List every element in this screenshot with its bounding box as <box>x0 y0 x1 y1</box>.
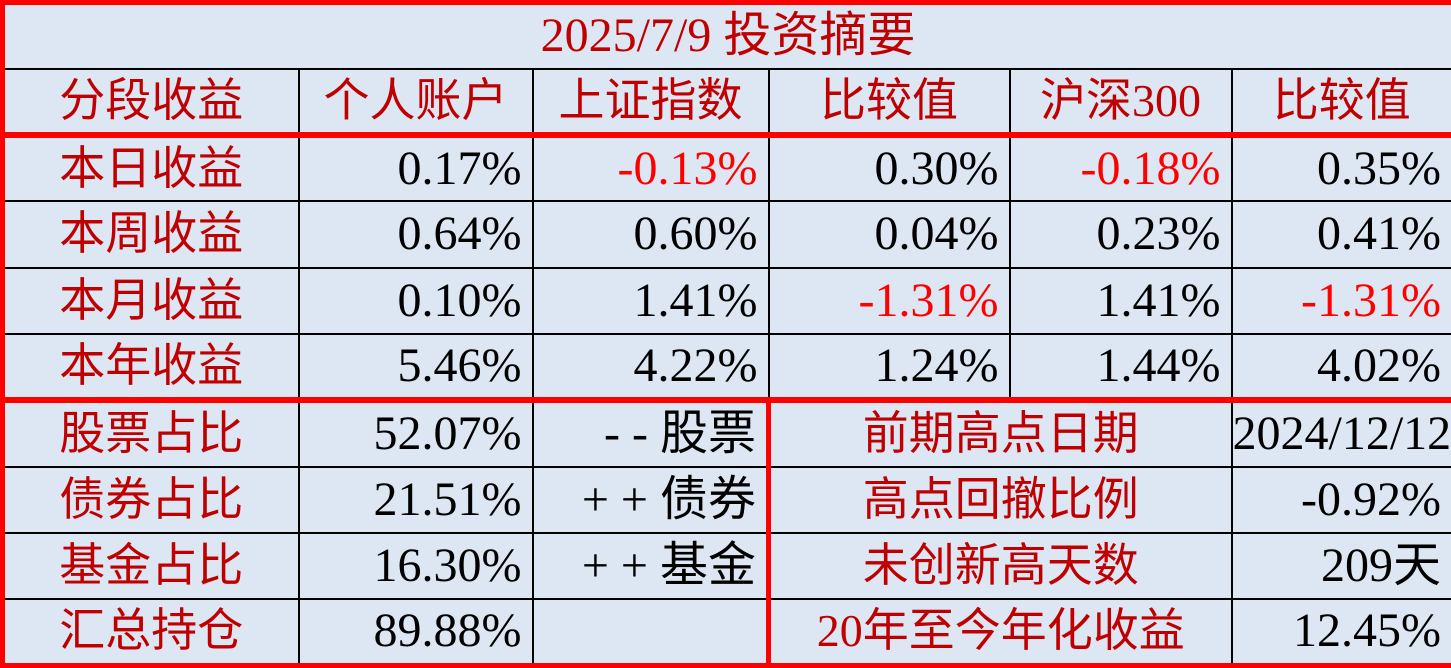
value-cell: 0.10% <box>297 266 534 335</box>
value-cell: -1.31% <box>1230 266 1451 335</box>
value-cell: -0.13% <box>531 134 770 203</box>
value-cell: 16.30% <box>297 531 534 601</box>
row-label: 本月收益 <box>1 266 300 335</box>
header-compare-1: 比较值 <box>767 67 1011 139</box>
value-cell: 89.88% <box>297 598 534 667</box>
value-cell: 1.24% <box>767 332 1011 404</box>
header-segment: 分段收益 <box>1 67 300 139</box>
row-label: 基金占比 <box>1 531 300 601</box>
value-cell: -0.18% <box>1008 134 1233 203</box>
row-label: 本周收益 <box>1 200 300 269</box>
value-cell: 0.17% <box>297 134 534 203</box>
perf-row-monthly: 本月收益 0.10% 1.41% -1.31% 1.41% -1.31% <box>1 266 1451 335</box>
row-label: 本日收益 <box>1 134 300 203</box>
alloc-row-stock: 股票占比 52.07% - - 股票 前期高点日期 2024/12/12 <box>1 399 1451 468</box>
header-hs300: 沪深300 <box>1008 67 1233 139</box>
value-cell: 0.41% <box>1230 200 1451 269</box>
value-cell: 0.64% <box>297 200 534 269</box>
header-row: 分段收益 个人账户 上证指数 比较值 沪深300 比较值 <box>1 67 1451 139</box>
value-cell: 1.41% <box>1008 266 1233 335</box>
perf-row-daily: 本日收益 0.17% -0.13% 0.30% -0.18% 0.35% <box>1 134 1451 203</box>
value-cell: 0.60% <box>531 200 770 269</box>
metric-label: 前期高点日期 <box>766 399 1233 468</box>
row-label: 本年收益 <box>1 332 300 404</box>
metric-label: 高点回撤比例 <box>766 465 1233 534</box>
value-cell: 4.22% <box>531 332 770 404</box>
row-label: 汇总持仓 <box>1 598 300 667</box>
note-cell <box>531 598 771 667</box>
metric-label: 20年至今年化收益 <box>766 598 1233 667</box>
metric-value: 2024/12/12 <box>1230 399 1451 468</box>
metric-value: -0.92% <box>1230 465 1451 534</box>
header-sse-index: 上证指数 <box>531 67 770 139</box>
value-cell: 52.07% <box>297 399 534 468</box>
value-cell: 1.41% <box>531 266 770 335</box>
value-cell: 21.51% <box>297 465 534 534</box>
value-cell: 0.23% <box>1008 200 1233 269</box>
page-title: 2025/7/9 投资摘要 <box>1 1 1451 70</box>
perf-row-weekly: 本周收益 0.64% 0.60% 0.04% 0.23% 0.41% <box>1 200 1451 269</box>
value-cell: 0.35% <box>1230 134 1451 203</box>
note-cell: + + 债券 <box>531 465 771 534</box>
alloc-row-total: 汇总持仓 89.88% 20年至今年化收益 12.45% <box>1 598 1451 667</box>
metric-label: 未创新高天数 <box>766 531 1233 601</box>
metric-value: 209天 <box>1230 531 1451 601</box>
value-cell: 4.02% <box>1230 332 1451 404</box>
metric-value: 12.45% <box>1230 598 1451 667</box>
perf-row-yearly: 本年收益 5.46% 4.22% 1.24% 1.44% 4.02% <box>1 332 1451 404</box>
value-cell: 1.44% <box>1008 332 1233 404</box>
note-cell: - - 股票 <box>531 399 771 468</box>
value-cell: 0.04% <box>767 200 1011 269</box>
row-label: 债券占比 <box>1 465 300 534</box>
row-label: 股票占比 <box>1 399 300 468</box>
alloc-row-fund: 基金占比 16.30% + + 基金 未创新高天数 209天 <box>1 531 1451 601</box>
value-cell: 0.30% <box>767 134 1011 203</box>
title-row: 2025/7/9 投资摘要 <box>1 1 1451 70</box>
header-personal-account: 个人账户 <box>297 67 534 139</box>
value-cell: -1.31% <box>767 266 1011 335</box>
header-compare-2: 比较值 <box>1230 67 1451 139</box>
alloc-row-bond: 债券占比 21.51% + + 债券 高点回撤比例 -0.92% <box>1 465 1451 534</box>
note-cell: + + 基金 <box>531 531 771 601</box>
value-cell: 5.46% <box>297 332 534 404</box>
